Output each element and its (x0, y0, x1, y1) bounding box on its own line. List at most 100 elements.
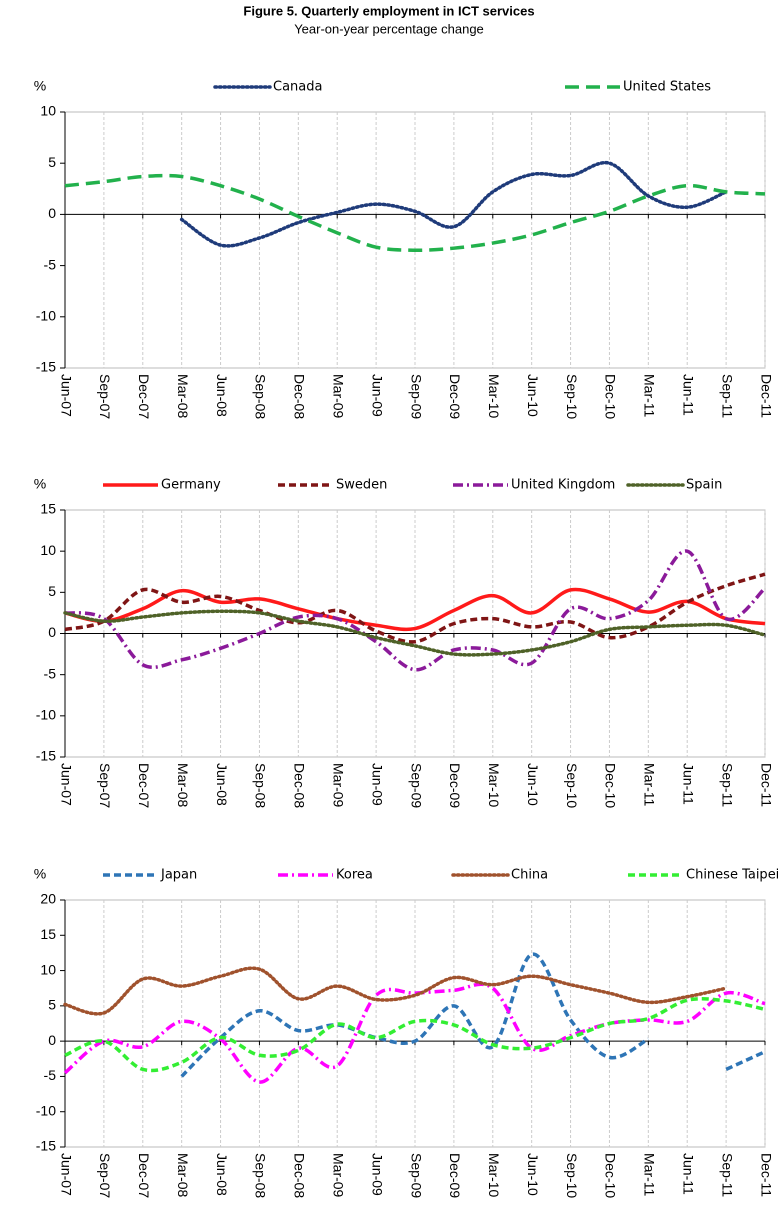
x-tick-label: Jun-10 (525, 374, 541, 417)
x-tick-label: Mar-08 (175, 763, 191, 808)
x-tick-label: Jun-09 (369, 1153, 385, 1196)
series-line (64, 173, 766, 253)
x-tick-label: Mar-08 (175, 1153, 191, 1198)
y-tick-label: 0 (48, 624, 56, 640)
series-line (64, 572, 766, 644)
x-tick-label: Dec-08 (292, 1153, 308, 1198)
x-tick-label: Dec-09 (447, 374, 463, 419)
x-tick-label: Mar-11 (642, 1153, 658, 1197)
x-tick-label: Mar-11 (642, 763, 658, 807)
y-axis-label: % (34, 476, 46, 492)
y-tick-label: -10 (36, 1102, 56, 1118)
legend-label: Japan (160, 868, 197, 883)
x-tick-label: Sep-08 (253, 374, 269, 419)
x-tick-label: Jun-09 (369, 763, 385, 806)
y-tick-label: -10 (36, 707, 56, 723)
legend-label: Canada (273, 80, 322, 95)
x-tick-label: Sep-10 (564, 763, 580, 808)
x-tick-label: Mar-08 (175, 374, 191, 419)
x-tick-label: Sep-07 (97, 763, 113, 808)
x-tick-label: Mar-10 (486, 374, 502, 419)
legend-label: Korea (336, 868, 373, 883)
x-tick-label: Dec-07 (136, 1153, 152, 1198)
x-tick-label: Mar-10 (486, 1153, 502, 1198)
x-tick-label: Dec-08 (292, 763, 308, 808)
x-tick-label: Sep-10 (564, 1153, 580, 1198)
series-line (63, 609, 767, 657)
y-tick-label: 10 (40, 961, 56, 977)
x-tick-label: Dec-11 (758, 763, 774, 807)
x-tick-label: Dec-09 (447, 763, 463, 808)
x-tick-label: Dec-09 (447, 1153, 463, 1198)
x-tick-label: Sep-10 (564, 374, 580, 419)
x-tick-label: Sep-11 (719, 763, 735, 807)
x-tick-label: Sep-09 (408, 1153, 424, 1198)
y-tick-label: -5 (44, 665, 57, 681)
y-tick-label: 5 (48, 154, 56, 170)
y-tick-label: -15 (36, 359, 56, 375)
x-tick-label: Dec-10 (603, 374, 619, 419)
x-tick-label: Jun-07 (58, 763, 74, 806)
x-tick-label: Sep-09 (408, 763, 424, 808)
x-tick-label: Sep-08 (253, 1153, 269, 1198)
x-tick-label: Jun-10 (525, 763, 541, 806)
x-tick-label: Dec-07 (136, 763, 152, 808)
x-tick-label: Jun-11 (681, 1153, 697, 1195)
x-tick-label: Dec-11 (758, 1153, 774, 1197)
x-tick-label: Jun-08 (214, 374, 230, 417)
x-tick-label: Jun-11 (681, 374, 697, 416)
x-tick-label: Mar-10 (486, 763, 502, 808)
x-tick-label: Jun-07 (58, 1153, 74, 1196)
series-line (179, 160, 728, 248)
x-tick-label: Sep-07 (97, 1153, 113, 1198)
x-tick-label: Jun-08 (214, 763, 230, 806)
y-tick-label: 15 (40, 501, 56, 517)
series-line (180, 952, 766, 1078)
legend-label: Chinese Taipei (686, 868, 778, 883)
y-tick-label: -5 (44, 1067, 57, 1083)
y-tick-label: 10 (40, 103, 56, 119)
x-tick-label: Dec-11 (758, 374, 774, 418)
series-line (64, 996, 766, 1073)
x-tick-label: Jun-08 (214, 1153, 230, 1196)
x-tick-label: Sep-07 (97, 374, 113, 419)
x-tick-label: Dec-07 (136, 374, 152, 419)
x-tick-label: Mar-09 (331, 1153, 347, 1198)
legend-label: Germany (161, 478, 221, 493)
x-tick-label: Jun-11 (681, 763, 697, 805)
x-tick-label: Sep-09 (408, 374, 424, 419)
legend-label: Sweden (336, 478, 387, 493)
x-tick-label: Dec-10 (603, 1153, 619, 1198)
y-tick-label: 5 (48, 997, 56, 1013)
x-tick-label: Sep-11 (719, 1153, 735, 1197)
x-tick-label: Mar-11 (642, 374, 658, 418)
y-tick-label: -10 (36, 308, 56, 324)
y-tick-label: -15 (36, 748, 56, 764)
x-tick-label: Dec-10 (603, 763, 619, 808)
x-tick-label: Dec-08 (292, 374, 308, 419)
y-tick-label: -5 (44, 256, 57, 272)
x-tick-label: Sep-08 (253, 763, 269, 808)
legend-label: China (511, 868, 548, 883)
x-tick-label: Mar-09 (331, 374, 347, 419)
y-tick-label: -15 (36, 1138, 56, 1154)
series-line (64, 587, 766, 632)
legend-label: United States (623, 80, 711, 95)
y-axis-label: % (34, 78, 46, 94)
legend-label: United Kingdom (511, 478, 615, 493)
y-tick-label: 20 (40, 891, 56, 907)
y-tick-label: 5 (48, 583, 56, 599)
legend-label: Spain (686, 478, 722, 493)
y-tick-label: 10 (40, 542, 56, 558)
x-tick-label: Jun-07 (58, 374, 74, 417)
figure-subtitle: Year-on-year percentage change (294, 21, 484, 36)
series-line (63, 982, 766, 1084)
y-axis-label: % (34, 866, 46, 882)
x-tick-label: Mar-09 (331, 763, 347, 808)
x-tick-label: Jun-10 (525, 1153, 541, 1196)
series-line (63, 966, 728, 1016)
y-tick-label: 0 (48, 1032, 56, 1048)
x-tick-label: Sep-11 (719, 374, 735, 418)
x-tick-label: Jun-09 (369, 374, 385, 417)
